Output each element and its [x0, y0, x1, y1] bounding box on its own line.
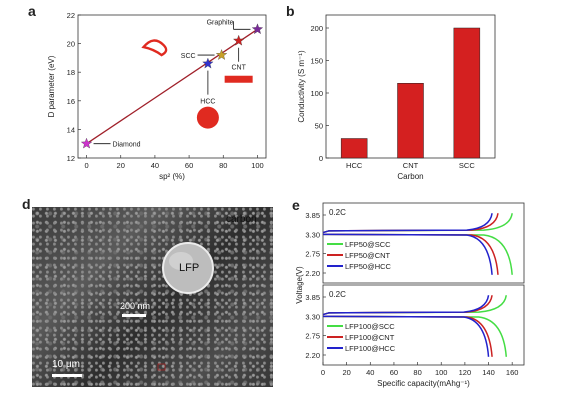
- y-tick-label: 16: [67, 97, 75, 106]
- x-tick-label: 40: [366, 368, 374, 377]
- y-tick-label: 3.85: [305, 293, 320, 302]
- y-tick-label: 22: [67, 11, 75, 20]
- data-point-graphite: [251, 23, 264, 35]
- bar-hcc: [340, 138, 368, 159]
- category-label: CNT: [403, 161, 419, 170]
- legend-label: LFP50@CNT: [345, 251, 391, 260]
- data-point-diamond: [80, 137, 93, 149]
- discharge-curve-lfp50@scc: [323, 233, 513, 275]
- discharge-curve-lfp50@cnt: [323, 233, 499, 275]
- x-axis-label: Specific capacity(mAhg⁻¹): [377, 379, 470, 388]
- sem-micrograph: [32, 207, 273, 387]
- x-axis-label: Carbon: [397, 172, 423, 181]
- panel-a-frame: [77, 14, 267, 159]
- x-tick-label: 60: [185, 161, 193, 170]
- data-point-cnt: [232, 34, 245, 46]
- point-label-cnt: CNT: [231, 65, 246, 72]
- bar-cnt: [397, 83, 424, 159]
- panel-a-letter: a: [28, 3, 36, 19]
- x-tick-label: 60: [390, 368, 398, 377]
- x-tick-label: 20: [117, 161, 125, 170]
- y-tick-label: 2.20: [305, 351, 320, 360]
- y-tick-label: 3.30: [305, 230, 320, 239]
- legend-label: LFP100@SCC: [345, 322, 395, 331]
- x-tick-label: 120: [459, 368, 472, 377]
- carbon-label: carbon: [226, 214, 257, 225]
- x-tick-label: 0: [84, 161, 88, 170]
- x-axis-label: sp² (%): [159, 172, 185, 181]
- y-tick-label: 3.85: [305, 211, 320, 220]
- discharge-curve-lfp100@hcc: [323, 315, 490, 357]
- main-scale-bar: [52, 374, 82, 377]
- data-point-hcc: [202, 57, 214, 69]
- panel-e-letter: e: [292, 197, 300, 213]
- inset-scale-label: 200 nm: [120, 301, 150, 311]
- charge-curve-lfp100@hcc: [322, 295, 490, 316]
- point-label-scc: SCC: [181, 53, 196, 60]
- x-tick-label: 140: [482, 368, 495, 377]
- y-tick-label: 200: [310, 24, 323, 33]
- y-tick-label: 0: [319, 154, 323, 163]
- lfp-label: LFP: [179, 262, 199, 274]
- bar-scc: [453, 27, 481, 159]
- rate-label: 0.2C: [329, 208, 346, 217]
- legend-label: LFP50@SCC: [345, 240, 391, 249]
- y-tick-label: 12: [67, 154, 75, 163]
- legend-label: LFP50@HCC: [345, 262, 392, 271]
- legend-label: LFP100@CNT: [345, 333, 395, 342]
- panel-b-letter: b: [286, 3, 295, 19]
- inset-scale-bar: [122, 314, 146, 317]
- x-tick-label: 40: [151, 161, 159, 170]
- y-tick-label: 100: [310, 89, 323, 98]
- charge-curve-lfp50@scc: [322, 213, 513, 234]
- lfp-highlight: [169, 252, 193, 270]
- x-tick-label: 20: [342, 368, 350, 377]
- discharge-curve-lfp100@scc: [323, 315, 508, 357]
- y-tick-label: 2.75: [305, 250, 320, 259]
- y-tick-label: 2.75: [305, 332, 320, 341]
- category-label: HCC: [346, 161, 363, 170]
- y-tick-label: 2.20: [305, 269, 320, 278]
- charge-curve-lfp100@scc: [322, 295, 508, 316]
- y-axis-label: Voltage(V): [295, 266, 304, 304]
- y-tick-label: 18: [67, 68, 75, 77]
- main-scale-label: 10 μm: [52, 359, 80, 370]
- data-point-scc: [215, 49, 228, 60]
- x-tick-label: 80: [413, 368, 421, 377]
- rate-label: 0.2C: [329, 290, 346, 299]
- x-tick-label: 160: [506, 368, 519, 377]
- y-axis-label: D parameter (eV): [47, 55, 56, 117]
- category-label: SCC: [459, 161, 475, 170]
- x-tick-label: 0: [321, 368, 325, 377]
- point-label-diamond: Diamond: [113, 142, 141, 149]
- point-label-graphite: Graphite: [207, 19, 234, 26]
- y-tick-label: 50: [315, 122, 323, 131]
- y-tick-label: 20: [67, 40, 75, 49]
- scc-sheet-icon: [141, 39, 168, 57]
- panel-e-frame-1: [322, 202, 525, 284]
- x-tick-label: 80: [219, 161, 227, 170]
- hcc-sphere-icon: [196, 106, 219, 129]
- y-tick-label: 150: [310, 57, 323, 66]
- point-label-hcc: HCC: [200, 99, 215, 106]
- inset-marker: [157, 363, 166, 371]
- y-tick-label: 3.30: [305, 312, 320, 321]
- legend-label: LFP100@HCC: [345, 344, 396, 353]
- panel-d-letter: d: [22, 196, 31, 212]
- y-tick-label: 14: [67, 125, 75, 134]
- charge-curve-lfp50@hcc: [322, 213, 493, 234]
- x-tick-label: 100: [251, 161, 264, 170]
- discharge-curve-lfp50@hcc: [323, 233, 493, 275]
- panel-e-frame-2: [322, 284, 525, 366]
- y-axis-label: Conductivity (S m⁻¹): [297, 50, 306, 123]
- cnt-tube-icon: [224, 75, 253, 83]
- trend-line: [86, 28, 258, 145]
- x-tick-label: 100: [435, 368, 448, 377]
